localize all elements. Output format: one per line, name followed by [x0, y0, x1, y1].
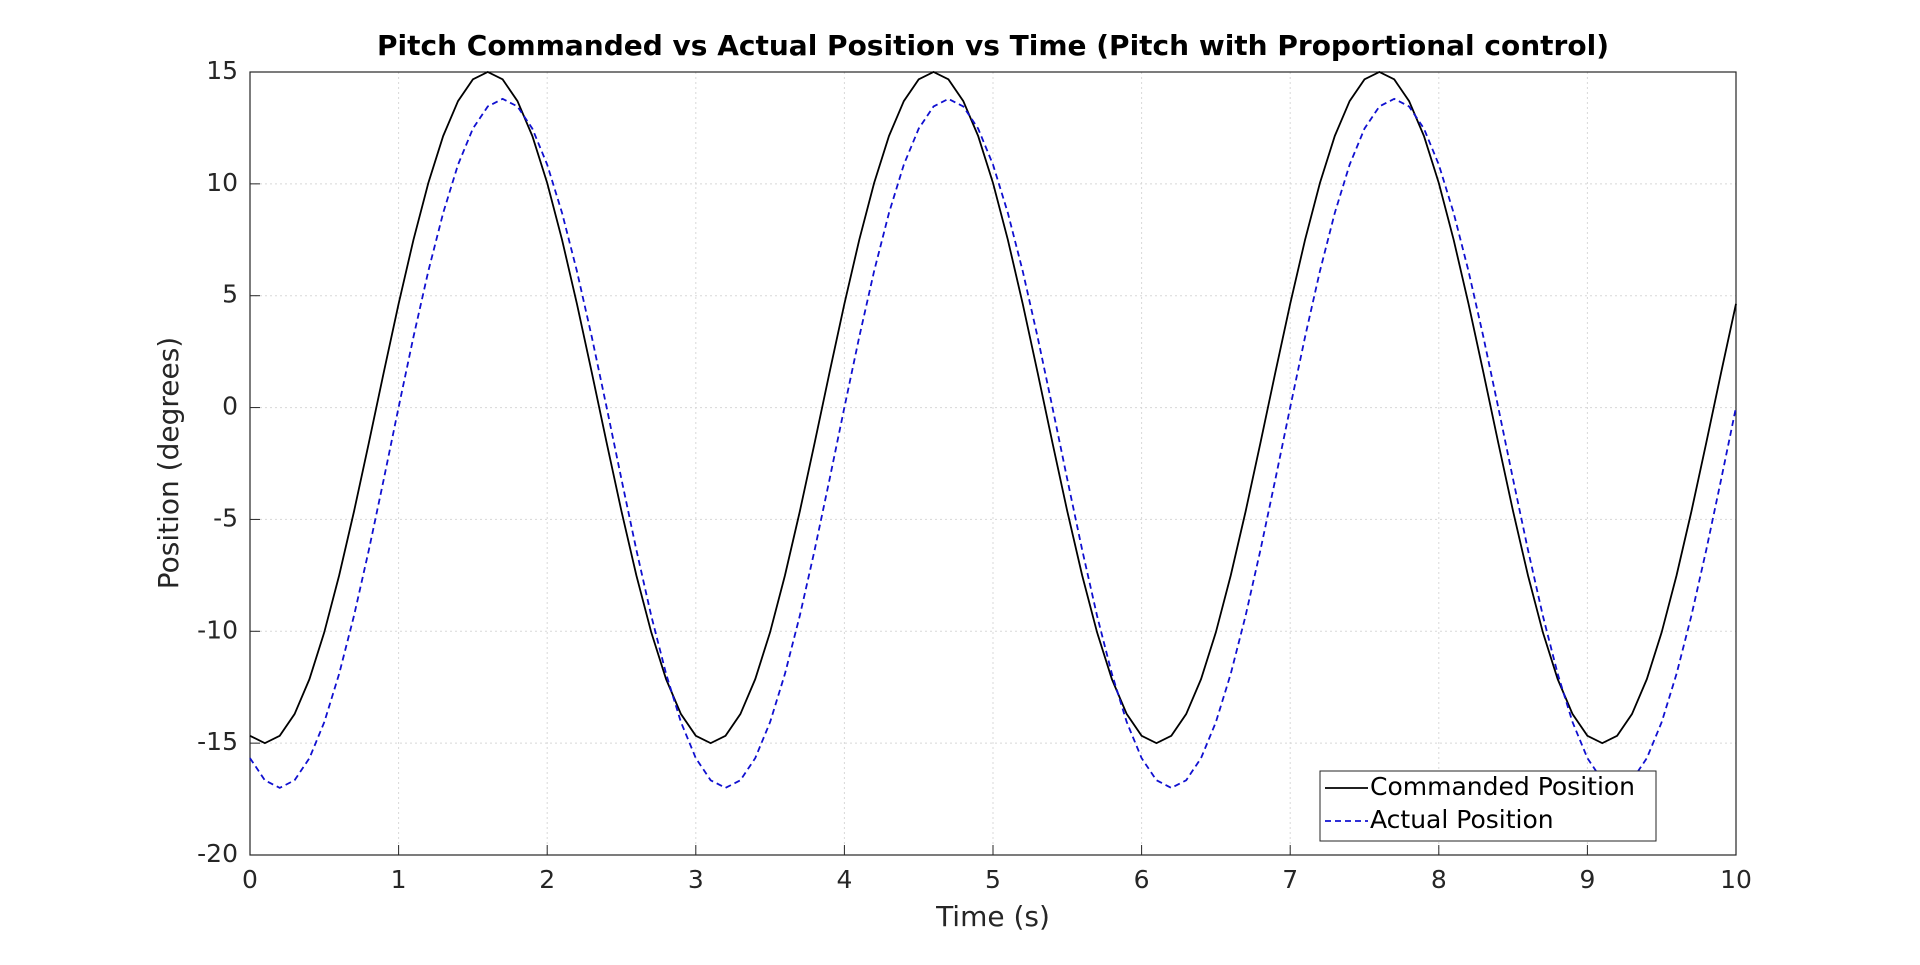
- y-tick-label: 15: [206, 56, 238, 85]
- y-tick-label: 10: [206, 168, 238, 197]
- x-tick-label: 2: [539, 865, 555, 894]
- y-axis-label: Position (degrees): [152, 337, 185, 589]
- series-line: [249, 97, 1737, 789]
- plot-frame: [249, 71, 1737, 856]
- series-line: [249, 70, 1737, 745]
- y-tick-label: -5: [213, 503, 238, 532]
- x-tick-label: 0: [242, 865, 258, 894]
- legend-label: Commanded Position: [1370, 772, 1635, 801]
- legend: Commanded Position Actual Position: [1319, 770, 1657, 842]
- y-tick-label: -10: [197, 615, 238, 644]
- x-tick-label: 4: [836, 865, 852, 894]
- y-tick-label: 5: [222, 280, 238, 309]
- chart-title: Pitch Commanded vs Actual Position vs Ti…: [377, 29, 1609, 62]
- lines: [249, 70, 1737, 789]
- legend-box: [1319, 770, 1657, 842]
- x-tick-label: 7: [1282, 865, 1298, 894]
- x-tick-label: 9: [1579, 865, 1595, 894]
- x-tick-label: 6: [1134, 865, 1150, 894]
- x-tick-label: 3: [688, 865, 704, 894]
- x-tick-label: 5: [985, 865, 1001, 894]
- x-tick-label: 1: [391, 865, 407, 894]
- y-tick-label: 0: [222, 392, 238, 421]
- legend-label: Actual Position: [1370, 805, 1554, 834]
- x-tick-label: 10: [1720, 865, 1752, 894]
- x-tick-label: 8: [1431, 865, 1447, 894]
- x-axis-label: Time (s): [935, 900, 1050, 933]
- y-tick-label: -20: [197, 839, 238, 868]
- y-tick-label: -15: [197, 727, 238, 756]
